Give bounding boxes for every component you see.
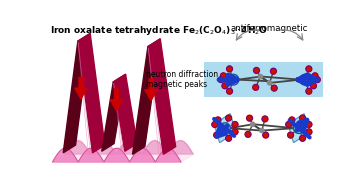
Circle shape [222, 83, 228, 89]
Polygon shape [288, 114, 310, 143]
Circle shape [306, 129, 312, 135]
Circle shape [306, 88, 312, 94]
Circle shape [287, 132, 294, 138]
Polygon shape [110, 89, 123, 110]
Polygon shape [52, 154, 193, 162]
Circle shape [299, 135, 305, 141]
Circle shape [227, 88, 232, 94]
Circle shape [212, 122, 218, 127]
Circle shape [220, 123, 230, 134]
Circle shape [299, 74, 310, 85]
Polygon shape [214, 114, 236, 143]
Polygon shape [132, 39, 160, 154]
Circle shape [227, 66, 232, 72]
Circle shape [253, 84, 259, 90]
Polygon shape [145, 79, 157, 100]
Text: antiferromagnetic: antiferromagnetic [231, 24, 308, 33]
Text: neutron diffraction
magnetic peaks: neutron diffraction magnetic peaks [146, 70, 219, 89]
Circle shape [306, 66, 312, 72]
Circle shape [299, 115, 305, 121]
Circle shape [228, 74, 239, 85]
Circle shape [232, 129, 238, 135]
Circle shape [270, 68, 276, 74]
Circle shape [314, 77, 320, 83]
Circle shape [312, 73, 318, 79]
Circle shape [271, 85, 277, 91]
Circle shape [245, 131, 251, 137]
Circle shape [289, 117, 295, 123]
Circle shape [293, 123, 304, 134]
Circle shape [232, 122, 238, 127]
Circle shape [310, 83, 317, 89]
Circle shape [226, 135, 232, 141]
Polygon shape [148, 39, 176, 154]
Circle shape [214, 132, 220, 138]
Circle shape [268, 81, 272, 85]
Circle shape [306, 122, 312, 127]
Polygon shape [113, 74, 137, 151]
Circle shape [220, 73, 226, 79]
Polygon shape [102, 74, 126, 151]
Text: Iron oxalate tetrahydrate Fe$_2$(C$_2$O$_4$)$_3\cdot$4H$_2$O: Iron oxalate tetrahydrate Fe$_2$(C$_2$O$… [50, 24, 268, 37]
Polygon shape [75, 77, 87, 99]
Polygon shape [65, 140, 193, 154]
Circle shape [262, 116, 268, 122]
Circle shape [226, 115, 232, 121]
Circle shape [246, 115, 253, 121]
Polygon shape [63, 33, 90, 153]
Circle shape [258, 74, 262, 79]
Circle shape [263, 132, 269, 138]
Polygon shape [78, 33, 105, 153]
Circle shape [215, 117, 221, 123]
Circle shape [254, 67, 260, 73]
Circle shape [260, 128, 264, 133]
FancyBboxPatch shape [204, 62, 323, 97]
Polygon shape [52, 148, 181, 162]
Circle shape [218, 77, 224, 83]
Circle shape [286, 122, 291, 127]
Circle shape [250, 122, 255, 126]
